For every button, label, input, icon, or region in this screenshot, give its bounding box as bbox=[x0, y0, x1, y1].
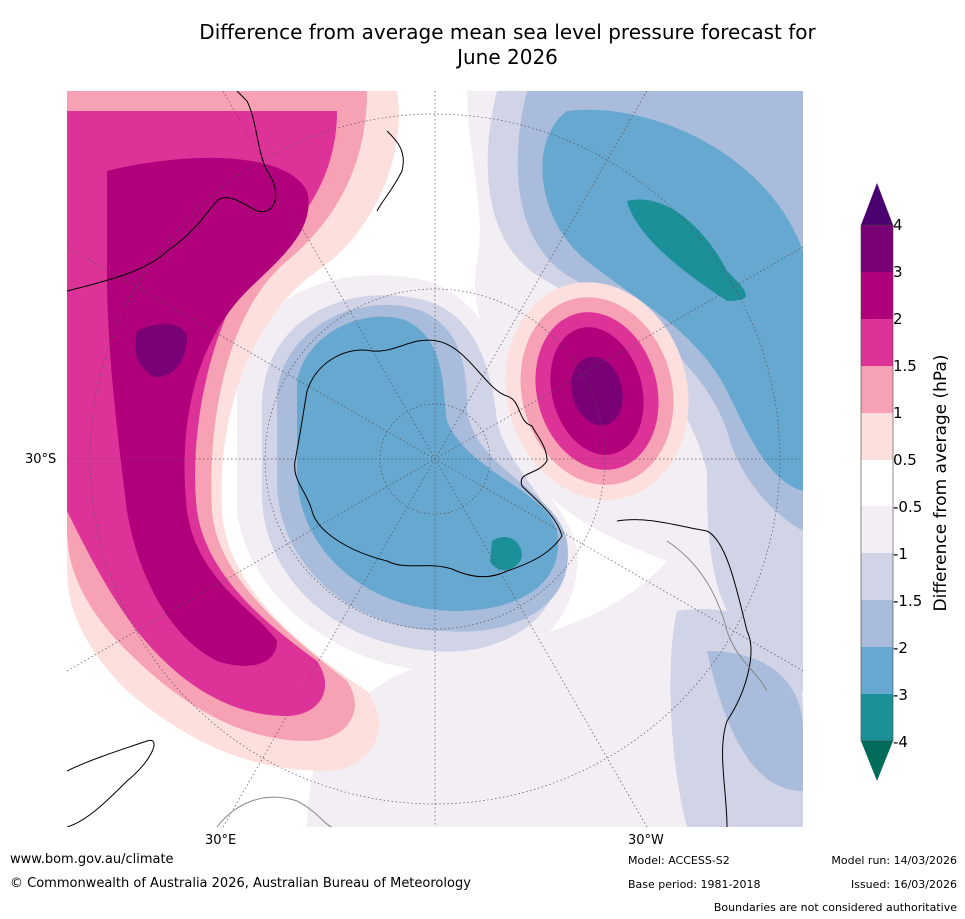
title-line-2: June 2026 bbox=[457, 45, 558, 69]
colorbar-tick: -2 bbox=[893, 639, 908, 657]
colorbar-tick: -0.5 bbox=[893, 498, 923, 516]
antarctic-neg-3 bbox=[297, 316, 559, 611]
lon-label-30e: 30°E bbox=[205, 833, 237, 848]
colorbar-seg-1p5-2 bbox=[861, 319, 893, 366]
colorbar-seg-3-4 bbox=[861, 225, 893, 272]
australia-coast bbox=[67, 91, 277, 292]
colorbar-seg-1-1p5 bbox=[861, 366, 893, 413]
colorbar-arrow-top bbox=[861, 183, 893, 225]
south-america-coast bbox=[616, 519, 752, 827]
graticule bbox=[67, 91, 803, 827]
footer-base-period: Base period: 1981-2018 bbox=[628, 878, 761, 891]
band-neg-2 bbox=[542, 109, 803, 492]
chart-title: Difference from average mean sea level p… bbox=[150, 20, 865, 70]
colorbar-tick: 0.5 bbox=[893, 451, 917, 469]
colorbar-label: Difference from average (hPa) bbox=[931, 354, 951, 612]
colorbar-seg-neutral bbox=[861, 460, 893, 506]
colorbar-seg-neg2-neg3 bbox=[861, 647, 893, 694]
title-line-1: Difference from average mean sea level p… bbox=[199, 20, 816, 44]
colorbar-tick: 1.5 bbox=[893, 357, 917, 375]
map-panel bbox=[67, 91, 803, 827]
africa-coast bbox=[67, 739, 155, 827]
positive-anomaly-region bbox=[67, 91, 399, 771]
colorbar-tick: -1.5 bbox=[893, 592, 923, 610]
coastlines bbox=[67, 91, 752, 827]
antarctica-coast bbox=[294, 339, 563, 578]
colorbar-tick: 2 bbox=[893, 310, 903, 328]
positive-cell bbox=[505, 282, 689, 500]
land-borders bbox=[216, 540, 768, 827]
footer-website: www.bom.gov.au/climate bbox=[10, 852, 174, 867]
colorbar-tick: 4 bbox=[893, 216, 903, 234]
footer-copyright: © Commonwealth of Australia 2026, Austra… bbox=[10, 876, 471, 891]
band-neg-3 bbox=[627, 199, 746, 301]
band-pos-2 bbox=[107, 157, 309, 666]
colorbar-seg-0p5-1 bbox=[861, 413, 893, 460]
colorbar bbox=[860, 183, 894, 781]
colorbar-seg-neg1-neg1p5 bbox=[861, 553, 893, 600]
new-zealand-coast bbox=[376, 130, 404, 212]
colorbar-arrow-bottom bbox=[861, 741, 893, 781]
colorbar-seg-neg1p5-neg2 bbox=[861, 600, 893, 647]
colorbar-seg-neg0p5-neg1 bbox=[861, 506, 893, 553]
colorbar-tick: -4 bbox=[893, 733, 908, 751]
antarctic-neg-4 bbox=[490, 536, 522, 571]
lon-label-30w: 30°W bbox=[628, 833, 664, 848]
colorbar-seg-neg3-neg4 bbox=[861, 694, 893, 741]
colorbar-seg-2-3 bbox=[861, 272, 893, 319]
band-pos-3 bbox=[135, 324, 187, 377]
colorbar-tick: -1 bbox=[893, 545, 908, 563]
lat-label-30s: 30°S bbox=[25, 452, 57, 467]
map-svg bbox=[67, 91, 803, 827]
footer-model: Model: ACCESS-S2 bbox=[628, 854, 730, 867]
colorbar-tick: 3 bbox=[893, 263, 903, 281]
footer-disclaimer: Boundaries are not considered authoritat… bbox=[713, 901, 957, 914]
colorbar-tick: -3 bbox=[893, 686, 908, 704]
colorbar-tick: 1 bbox=[893, 404, 903, 422]
footer-issued: Issued: 16/03/2026 bbox=[850, 878, 957, 891]
footer-model-run: Model run: 14/03/2026 bbox=[831, 854, 957, 867]
